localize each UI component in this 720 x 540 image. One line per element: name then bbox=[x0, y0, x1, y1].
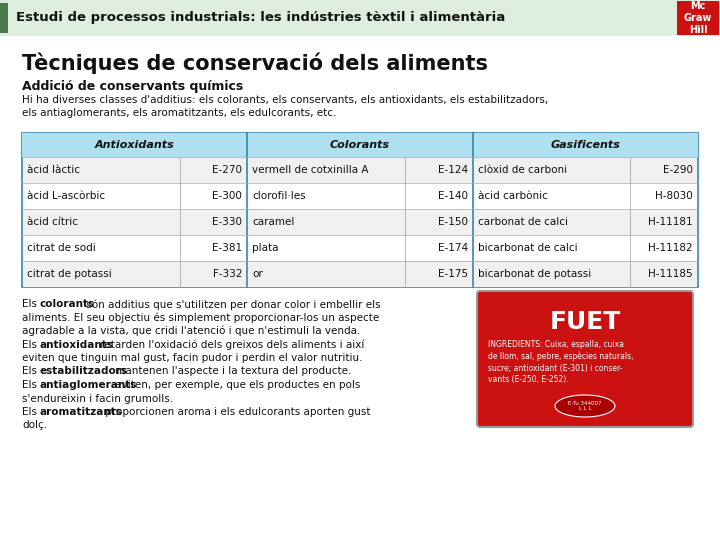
Ellipse shape bbox=[555, 395, 615, 417]
Text: Gasificents: Gasificents bbox=[550, 140, 620, 150]
Text: E-300: E-300 bbox=[212, 191, 243, 201]
Text: colorants: colorants bbox=[39, 299, 94, 309]
Text: plata: plata bbox=[252, 243, 279, 253]
Text: aliments. El seu objectiu és simplement proporcionar-los un aspecte: aliments. El seu objectiu és simplement … bbox=[22, 313, 379, 323]
Text: bicarbonat de calci: bicarbonat de calci bbox=[477, 243, 577, 253]
Text: Colorants: Colorants bbox=[330, 140, 390, 150]
Text: E-140: E-140 bbox=[438, 191, 468, 201]
Text: E-150: E-150 bbox=[438, 217, 468, 227]
Text: carbonat de calci: carbonat de calci bbox=[477, 217, 567, 227]
Text: àcid carbònic: àcid carbònic bbox=[477, 191, 547, 201]
Text: or: or bbox=[252, 269, 263, 279]
Text: E-270: E-270 bbox=[212, 165, 243, 175]
Text: antiaglomerants: antiaglomerants bbox=[39, 380, 136, 390]
Text: clorofil·les: clorofil·les bbox=[252, 191, 306, 201]
Text: E-175: E-175 bbox=[438, 269, 468, 279]
Text: aromatitzants: aromatitzants bbox=[39, 407, 122, 417]
Text: H-11185: H-11185 bbox=[649, 269, 693, 279]
Text: Els: Els bbox=[22, 380, 40, 390]
FancyBboxPatch shape bbox=[477, 291, 693, 427]
Text: H-8030: H-8030 bbox=[655, 191, 693, 201]
Text: H-11182: H-11182 bbox=[649, 243, 693, 253]
Text: Hi ha diverses classes d'additius: els colorants, els conservants, els antioxida: Hi ha diverses classes d'additius: els c… bbox=[22, 95, 548, 118]
Text: E-330: E-330 bbox=[212, 217, 243, 227]
Text: Antioxidants: Antioxidants bbox=[95, 140, 174, 150]
Text: E-124: E-124 bbox=[438, 165, 468, 175]
Text: E-290: E-290 bbox=[663, 165, 693, 175]
Text: retarden l'oxidació dels greixos dels aliments i així: retarden l'oxidació dels greixos dels al… bbox=[97, 340, 364, 350]
Text: caramel: caramel bbox=[252, 217, 294, 227]
Text: Estudi de processos industrials: les indústries tèxtil i alimentària: Estudi de processos industrials: les ind… bbox=[16, 11, 505, 24]
Text: vermell de cotxinilla A: vermell de cotxinilla A bbox=[252, 165, 369, 175]
Text: antioxidants: antioxidants bbox=[39, 340, 113, 349]
Text: proporcionen aroma i els edulcorants aporten gust: proporcionen aroma i els edulcorants apo… bbox=[102, 407, 371, 417]
Text: agradable a la vista, que cridi l'atenció i que n'estimuli la venda.: agradable a la vista, que cridi l'atenci… bbox=[22, 326, 361, 336]
Text: Els: Els bbox=[22, 299, 40, 309]
Bar bbox=[0, 3, 8, 33]
Text: Addició de conservants químics: Addició de conservants químics bbox=[22, 80, 243, 93]
Bar bbox=[23, 209, 697, 235]
Text: clòxid de carboni: clòxid de carboni bbox=[477, 165, 567, 175]
Text: Els: Els bbox=[22, 367, 40, 376]
Text: són additius que s'utilitzen per donar color i embellir els: són additius que s'utilitzen per donar c… bbox=[83, 299, 380, 309]
Bar bbox=[23, 235, 697, 261]
Text: E-Tu 344007
L L L: E-Tu 344007 L L L bbox=[568, 401, 602, 411]
Bar bbox=[23, 157, 697, 183]
Text: Els: Els bbox=[22, 340, 40, 349]
Text: s'endureixin i facin grumolls.: s'endureixin i facin grumolls. bbox=[22, 394, 173, 403]
Text: bicarbonat de potassi: bicarbonat de potassi bbox=[477, 269, 591, 279]
Bar bbox=[23, 261, 697, 287]
Text: H-11181: H-11181 bbox=[649, 217, 693, 227]
Text: FUET: FUET bbox=[549, 310, 621, 334]
Bar bbox=[23, 183, 697, 209]
Text: INGREDIENTS: Cuixa, espalla, cuixa
de llom, sal, pebre, espècies naturals,
sucre: INGREDIENTS: Cuixa, espalla, cuixa de ll… bbox=[488, 340, 634, 384]
Text: Tècniques de conservació dels aliments: Tècniques de conservació dels aliments bbox=[22, 52, 488, 73]
Text: citrat de potassi: citrat de potassi bbox=[27, 269, 112, 279]
Text: Mc
Graw
Hill: Mc Graw Hill bbox=[684, 2, 712, 35]
Text: E-381: E-381 bbox=[212, 243, 243, 253]
Text: estabilitzadors: estabilitzadors bbox=[39, 367, 127, 376]
Bar bbox=[22, 133, 698, 157]
Text: àcid L-ascòrbic: àcid L-ascòrbic bbox=[27, 191, 105, 201]
Text: citrat de sodi: citrat de sodi bbox=[27, 243, 96, 253]
Text: Els: Els bbox=[22, 407, 40, 417]
Bar bbox=[677, 1, 719, 35]
Bar bbox=[0, 0, 720, 36]
Text: mantenen l'aspecte i la textura del producte.: mantenen l'aspecte i la textura del prod… bbox=[112, 367, 351, 376]
Text: àcid cítric: àcid cítric bbox=[27, 217, 78, 227]
Text: eviten que tinguin mal gust, facin pudor i perdin el valor nutritiu.: eviten que tinguin mal gust, facin pudor… bbox=[22, 353, 362, 363]
Text: dolç.: dolç. bbox=[22, 421, 47, 430]
Bar bbox=[22, 133, 698, 287]
Text: E-174: E-174 bbox=[438, 243, 468, 253]
Text: F-332: F-332 bbox=[213, 269, 243, 279]
Text: eviten, per exemple, que els productes en pols: eviten, per exemple, que els productes e… bbox=[112, 380, 360, 390]
Text: àcid làctic: àcid làctic bbox=[27, 165, 80, 175]
